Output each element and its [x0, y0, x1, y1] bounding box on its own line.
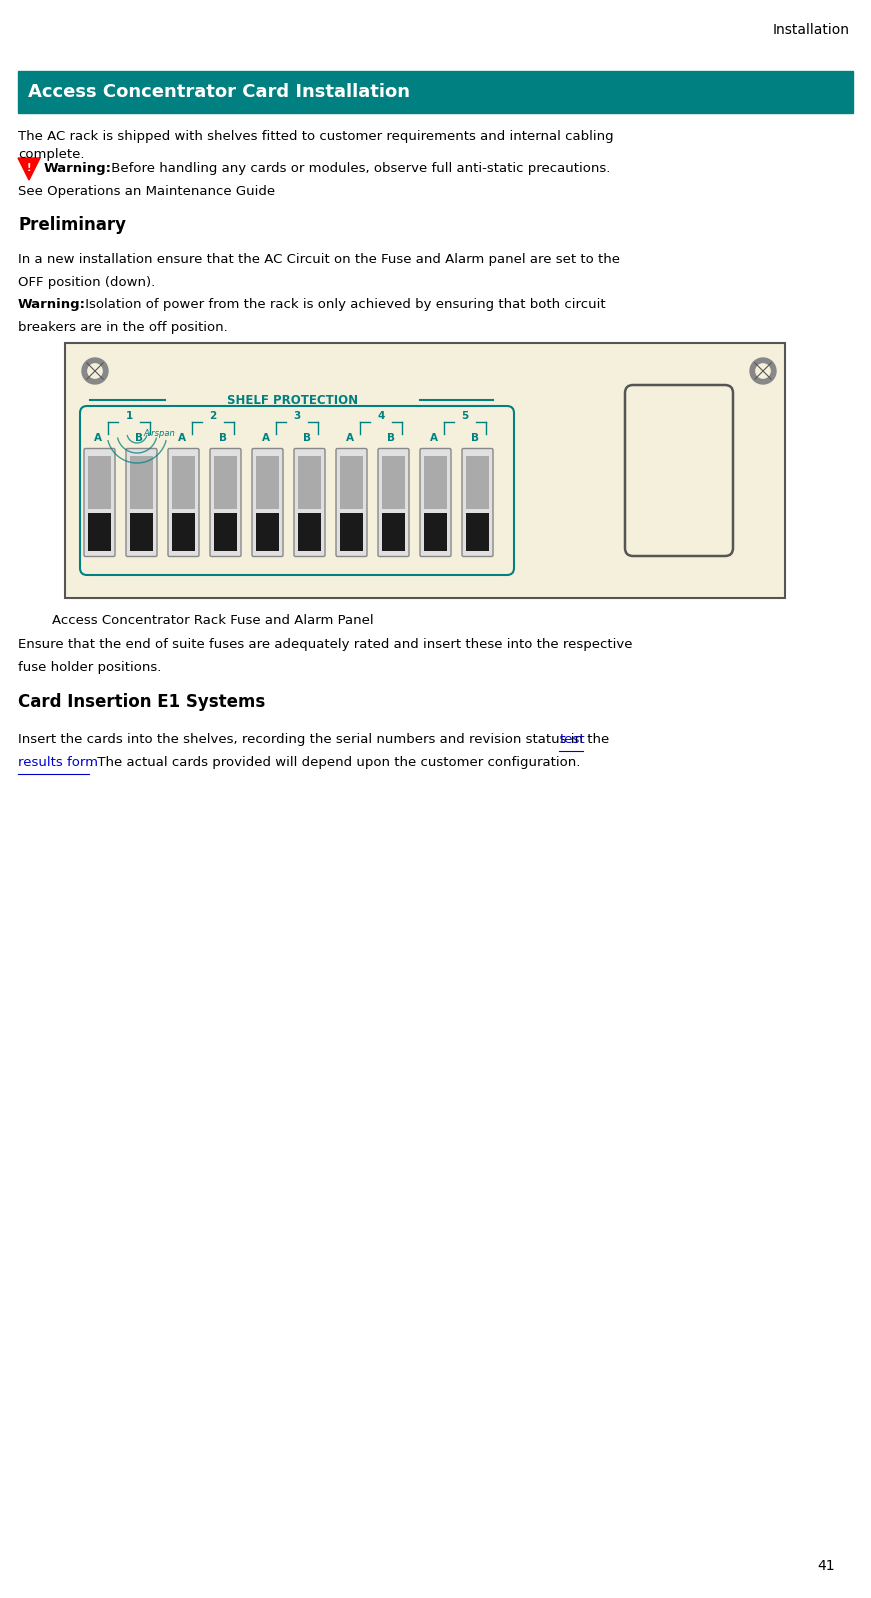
- Text: OFF position (down).: OFF position (down).: [18, 276, 155, 289]
- Text: In a new installation ensure that the AC Circuit on the Fuse and Alarm panel are: In a new installation ensure that the AC…: [18, 252, 620, 265]
- Text: Insert the cards into the shelves, recording the serial numbers and revision sta: Insert the cards into the shelves, recor…: [18, 733, 613, 746]
- FancyBboxPatch shape: [18, 70, 853, 113]
- Bar: [298, 457, 321, 508]
- FancyBboxPatch shape: [168, 449, 199, 556]
- Text: fuse holder positions.: fuse holder positions.: [18, 662, 161, 674]
- Text: results form: results form: [18, 756, 98, 769]
- Text: B: B: [303, 433, 312, 443]
- FancyBboxPatch shape: [294, 449, 325, 556]
- Text: The AC rack is shipped with shelves fitted to customer requirements and internal: The AC rack is shipped with shelves fitt…: [18, 129, 614, 161]
- Text: Airspan: Airspan: [143, 430, 175, 438]
- Text: Warning:: Warning:: [18, 297, 86, 312]
- Text: 5: 5: [462, 411, 469, 420]
- Bar: [172, 513, 195, 551]
- Text: A: A: [178, 433, 186, 443]
- Text: See Operations an Maintenance Guide: See Operations an Maintenance Guide: [18, 185, 275, 198]
- Bar: [298, 513, 321, 551]
- FancyBboxPatch shape: [252, 449, 283, 556]
- Text: Warning:: Warning:: [44, 161, 112, 176]
- Bar: [256, 513, 279, 551]
- Text: 3: 3: [294, 411, 300, 420]
- Text: B: B: [136, 433, 144, 443]
- Text: breakers are in the off position.: breakers are in the off position.: [18, 321, 227, 334]
- Bar: [424, 513, 447, 551]
- Circle shape: [82, 358, 108, 384]
- Text: Access Concentrator Card Installation: Access Concentrator Card Installation: [28, 83, 410, 101]
- Text: Before handling any cards or modules, observe full anti-static precautions.: Before handling any cards or modules, ob…: [107, 161, 611, 176]
- Bar: [172, 457, 195, 508]
- Circle shape: [88, 364, 102, 379]
- Text: !: !: [27, 163, 31, 173]
- Text: Ensure that the end of suite fuses are adequately rated and insert these into th: Ensure that the end of suite fuses are a…: [18, 638, 632, 650]
- Bar: [214, 457, 237, 508]
- FancyBboxPatch shape: [462, 449, 493, 556]
- Text: Installation: Installation: [773, 22, 850, 37]
- Text: A: A: [93, 433, 102, 443]
- Bar: [340, 457, 363, 508]
- Bar: [382, 457, 405, 508]
- Text: Preliminary: Preliminary: [18, 216, 126, 233]
- Text: test: test: [559, 733, 585, 746]
- FancyBboxPatch shape: [336, 449, 367, 556]
- Bar: [256, 457, 279, 508]
- Bar: [424, 457, 447, 508]
- Polygon shape: [18, 158, 40, 181]
- Text: 4: 4: [377, 411, 385, 420]
- Text: 1: 1: [125, 411, 132, 420]
- FancyBboxPatch shape: [65, 344, 785, 598]
- Bar: [466, 457, 489, 508]
- FancyBboxPatch shape: [378, 449, 409, 556]
- Text: B: B: [388, 433, 395, 443]
- Bar: [340, 513, 363, 551]
- FancyBboxPatch shape: [625, 385, 733, 556]
- Text: B: B: [219, 433, 227, 443]
- Text: . The actual cards provided will depend upon the customer configuration.: . The actual cards provided will depend …: [90, 756, 581, 769]
- Bar: [88, 457, 111, 508]
- Text: A: A: [429, 433, 437, 443]
- Text: A: A: [346, 433, 354, 443]
- Text: A: A: [261, 433, 269, 443]
- Bar: [382, 513, 405, 551]
- Circle shape: [756, 364, 770, 379]
- Bar: [466, 513, 489, 551]
- Text: Card Insertion E1 Systems: Card Insertion E1 Systems: [18, 694, 266, 711]
- Bar: [130, 457, 153, 508]
- Text: SHELF PROTECTION: SHELF PROTECTION: [227, 393, 359, 406]
- Text: B: B: [471, 433, 480, 443]
- FancyBboxPatch shape: [84, 449, 115, 556]
- Text: Isolation of power from the rack is only achieved by ensuring that both circuit: Isolation of power from the rack is only…: [81, 297, 605, 312]
- FancyBboxPatch shape: [420, 449, 451, 556]
- Text: 2: 2: [209, 411, 217, 420]
- Bar: [130, 513, 153, 551]
- Bar: [214, 513, 237, 551]
- FancyBboxPatch shape: [126, 449, 157, 556]
- Text: Access Concentrator Rack Fuse and Alarm Panel: Access Concentrator Rack Fuse and Alarm …: [18, 614, 374, 626]
- Bar: [88, 513, 111, 551]
- Circle shape: [750, 358, 776, 384]
- FancyBboxPatch shape: [210, 449, 241, 556]
- Text: 41: 41: [817, 1560, 835, 1572]
